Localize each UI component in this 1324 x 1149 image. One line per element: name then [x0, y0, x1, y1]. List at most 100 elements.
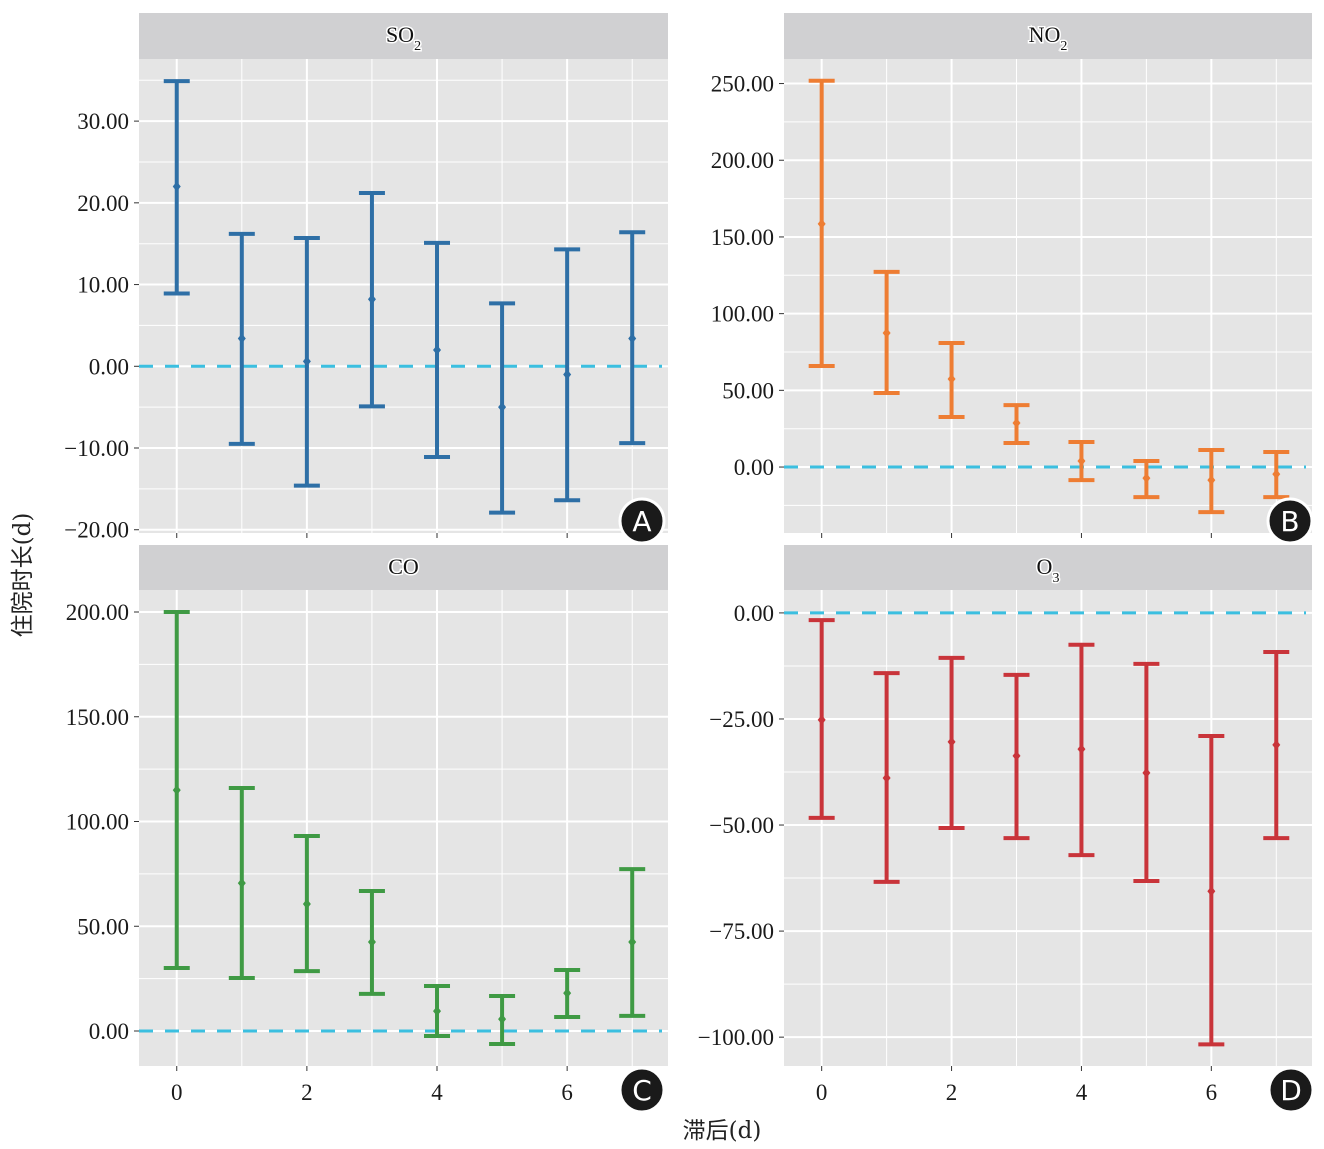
mean-point [433, 344, 442, 355]
error-bar [228, 785, 255, 981]
error-bar [873, 269, 900, 395]
error-bar [424, 240, 451, 459]
mean-point [1207, 886, 1216, 897]
mean-point [563, 369, 572, 380]
y-tick-label: −100.00 [698, 1025, 774, 1050]
y-tick-label: −75.00 [709, 919, 774, 944]
mean-point [498, 1014, 507, 1025]
mean-point [1012, 750, 1021, 761]
panel-badge: D [1267, 1066, 1315, 1114]
mean-point [628, 333, 637, 344]
mean-point [237, 333, 246, 344]
y-tick-label: 0.00 [89, 1019, 129, 1044]
mean-point [302, 356, 311, 367]
y-tick-label: 100.00 [66, 810, 129, 835]
mean-point [1207, 475, 1216, 486]
y-tick-label: 50.00 [77, 914, 129, 939]
badge-label: D [1280, 1074, 1302, 1107]
error-bar [163, 609, 190, 970]
facet-title: SO2 [386, 22, 421, 54]
mean-point [302, 899, 311, 910]
y-tick-label: 150.00 [66, 705, 129, 730]
error-bar [938, 655, 965, 830]
plot-background [139, 59, 668, 533]
facet-title: CO [388, 554, 419, 579]
y-tick-label: 250.00 [711, 72, 774, 97]
panel-badge: A [618, 497, 666, 545]
y-tick-label: 30.00 [77, 109, 129, 134]
facet-strip [784, 13, 1312, 59]
x-tick-label: 4 [431, 1080, 443, 1105]
error-bar [358, 889, 385, 996]
mean-point [1142, 767, 1151, 778]
mean-point [817, 218, 826, 229]
mean-point [172, 785, 181, 796]
y-tick-label: 20.00 [77, 191, 129, 216]
y-axis-title: 住院时长(d) [10, 513, 36, 638]
error-bar [619, 867, 646, 1018]
mean-point [882, 772, 891, 783]
x-tick-label: 2 [301, 1080, 313, 1105]
badge-circle [1267, 1066, 1315, 1114]
x-tick-label: 2 [946, 1080, 958, 1105]
mean-point [1142, 473, 1151, 484]
facet-strip [784, 545, 1312, 590]
y-tick-label: 200.00 [66, 600, 129, 625]
mean-point [628, 936, 637, 947]
mean-point [817, 714, 826, 725]
facet-title: O3 [1037, 554, 1060, 586]
error-bar [293, 833, 320, 974]
mean-point [947, 736, 956, 747]
mean-point [1272, 469, 1281, 480]
error-bar [1068, 642, 1095, 858]
facet-title: NO2 [1029, 22, 1068, 54]
plot-background [139, 590, 668, 1066]
error-bar [293, 235, 320, 488]
error-bar [1003, 403, 1030, 445]
x-tick-label: 6 [1206, 1080, 1218, 1105]
x-tick-label: 0 [816, 1080, 828, 1105]
error-bar [424, 983, 451, 1039]
facet-strip [139, 13, 668, 59]
error-bar [938, 340, 965, 420]
y-tick-label: 0.00 [89, 354, 129, 379]
error-bar [554, 247, 581, 503]
error-bar [1133, 459, 1160, 500]
error-bar [358, 191, 385, 409]
mean-point [1077, 744, 1086, 755]
y-tick-label: −50.00 [709, 813, 774, 838]
y-tick-label: 150.00 [711, 225, 774, 250]
mean-point [1077, 456, 1086, 467]
error-bar [1003, 672, 1030, 841]
panel-d: O3 0.00 −25.00 −50.00 −75.00 −100.00 0 2 4 6 D [698, 545, 1315, 1114]
badge-circle [1266, 497, 1314, 545]
y-tick-label: −20.00 [64, 518, 129, 543]
error-bar [1133, 661, 1160, 884]
badge-label: C [632, 1074, 652, 1107]
y-tick-label: −25.00 [709, 707, 774, 732]
y-tick-label: 50.00 [722, 378, 774, 403]
panel-badge: C [618, 1066, 666, 1114]
error-bar [1198, 448, 1225, 515]
error-bar [1263, 649, 1290, 841]
panel-c: CO 200.00 150.00 100.00 50.00 0.00 0 2 4 6 C [66, 545, 668, 1114]
badge-label: B [1280, 505, 1299, 538]
y-tick-label: 10.00 [77, 273, 129, 298]
error-bar [163, 79, 190, 296]
error-bar [873, 671, 900, 884]
error-bar [489, 301, 516, 515]
error-bar [808, 618, 835, 820]
error-bar [619, 230, 646, 446]
error-bar [554, 968, 581, 1019]
mean-point [1012, 418, 1021, 429]
panel-a: SO2 30.00 20.00 10.00 0.00 −10.00 −20.00 A [64, 13, 668, 545]
badge-label: A [632, 505, 651, 538]
mean-point [498, 402, 507, 413]
mean-point [563, 988, 572, 999]
badge-circle [618, 1066, 666, 1114]
panel-badge: B [1266, 497, 1314, 545]
y-tick-label: −10.00 [64, 436, 129, 461]
plot-background [784, 59, 1312, 533]
